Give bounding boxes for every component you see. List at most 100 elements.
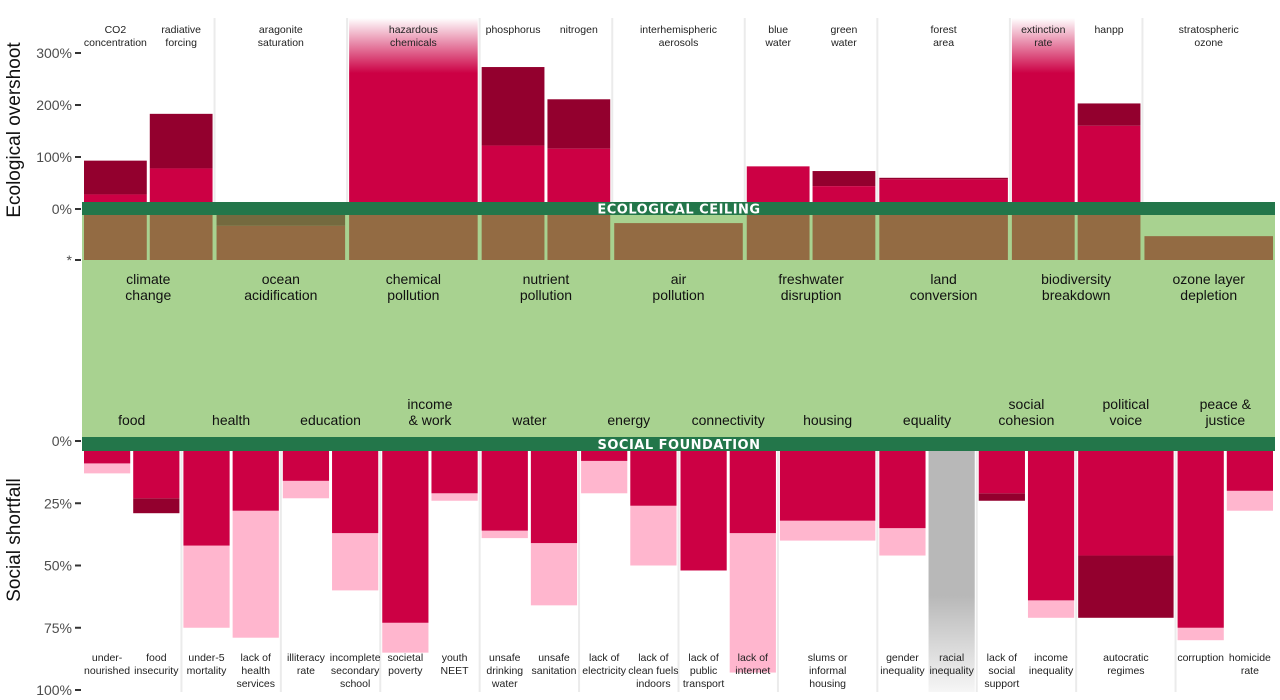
dimension-label: equality	[903, 412, 951, 428]
indicator-label: illiteracy	[287, 652, 326, 664]
overshoot-bar	[746, 166, 810, 202]
indicator-label: corruption	[1177, 652, 1224, 664]
shortfall-bar	[1027, 451, 1075, 601]
indicator-label: incomplete	[330, 652, 381, 664]
shortfall-range-bar	[282, 480, 330, 499]
y-tick-label: 0%	[52, 201, 72, 217]
overshoot-bar-beyond-axis	[349, 18, 478, 202]
shortfall-bar	[133, 451, 180, 499]
overshoot-extra-bar	[84, 160, 147, 195]
shortfall-bar	[729, 451, 776, 534]
indicator-label: concentration	[84, 37, 147, 49]
indicator-label: school	[340, 678, 370, 690]
indicator-label: rate	[1034, 37, 1052, 49]
indicator-label: phosphorus	[486, 24, 541, 36]
dimension-label: pollution	[387, 287, 439, 303]
y-tick-label: 75%	[44, 620, 72, 636]
indicator-label: lack of	[987, 652, 1017, 664]
dimension-label: & work	[409, 412, 453, 428]
shortfall-range-bar	[232, 510, 279, 638]
indicator-label: green	[831, 24, 858, 36]
overshoot-extra-bar	[481, 67, 545, 146]
within-boundary-bar	[746, 215, 810, 260]
y-tick-label: 200%	[36, 97, 72, 113]
shortfall-bar	[431, 451, 478, 494]
indicator-label: aragonite	[259, 24, 303, 36]
indicator-label: transport	[683, 678, 725, 690]
overshoot-bar	[812, 186, 876, 202]
dimension-label: depletion	[1180, 287, 1237, 303]
indicator-label: hanpp	[1094, 24, 1123, 36]
indicator-label: indoors	[636, 678, 670, 690]
shortfall-range-bar	[382, 622, 429, 653]
shortfall-range-bar	[530, 543, 578, 606]
dimension-label: climate	[126, 271, 171, 287]
uncertain-zone-bar	[216, 215, 346, 226]
within-boundary-bar	[216, 225, 346, 260]
y-tick-label: 100%	[36, 682, 72, 698]
within-boundary-bar	[349, 215, 478, 260]
indicator-label: sanitation	[532, 665, 577, 677]
indicator-label: rate	[1241, 665, 1259, 677]
indicator-label: rate	[297, 665, 315, 677]
indicator-label: internet	[735, 665, 770, 677]
indicator-label: chemicals	[390, 37, 437, 49]
dimension-label: justice	[1204, 412, 1245, 428]
y-tick-label: 25%	[44, 495, 72, 511]
shortfall-extra-bar	[133, 498, 180, 514]
shortfall-bar	[84, 451, 131, 464]
shortfall-extra-bar	[978, 493, 1025, 501]
overshoot-bar-beyond-axis	[1011, 18, 1075, 202]
within-boundary-bar	[614, 223, 743, 260]
dimension-label: nutrient	[523, 271, 570, 287]
dimension-label: housing	[803, 412, 852, 428]
shortfall-range-bar	[879, 528, 926, 556]
dimension-label: chemical	[386, 271, 441, 287]
indicator-label: slums or	[808, 652, 848, 664]
overshoot-extra-bar	[879, 177, 1008, 180]
indicator-label: secondary	[331, 665, 380, 677]
dimension-label: social	[1009, 396, 1045, 412]
indicator-label: youth	[442, 652, 468, 664]
shortfall-bar	[332, 451, 379, 534]
indicator-label: nourished	[84, 665, 130, 677]
dimension-label: food	[118, 412, 145, 428]
indicator-label: water	[830, 37, 857, 49]
ecological-ceiling-band	[82, 202, 1275, 215]
indicator-label: lack of	[738, 652, 768, 664]
shortfall-range-bar	[1226, 490, 1273, 511]
within-boundary-bar	[812, 215, 876, 260]
dimension-label: change	[125, 287, 171, 303]
within-boundary-bar	[84, 215, 147, 260]
indicator-label: food	[146, 652, 167, 664]
overshoot-extra-bar	[812, 171, 876, 187]
indicator-label: lack of	[688, 652, 718, 664]
shortfall-range-bar	[1027, 600, 1075, 618]
no-data-bar	[928, 451, 975, 692]
indicator-label: area	[933, 37, 954, 49]
social-foundation-label: SOCIAL FOUNDATION	[597, 438, 760, 453]
shortfall-range-bar	[183, 545, 230, 628]
indicator-label: unsafe	[538, 652, 570, 664]
indicator-label: mortality	[187, 665, 227, 677]
indicator-label: NEET	[441, 665, 470, 677]
shortfall-bar	[879, 451, 926, 529]
indicator-label: support	[984, 678, 1019, 690]
shortfall-bar	[530, 451, 578, 544]
shortfall-range-bar	[332, 533, 379, 591]
indicator-label: clean fuels	[628, 665, 678, 677]
y-tick-label: 300%	[36, 45, 72, 61]
shortfall-bar	[1078, 451, 1174, 556]
indicator-label: lack of	[241, 652, 271, 664]
indicator-label: electricity	[582, 665, 627, 677]
dimension-label: pollution	[652, 287, 704, 303]
indicator-label: inequality	[880, 665, 925, 677]
overshoot-bar	[547, 148, 611, 202]
overshoot-bar	[879, 179, 1008, 202]
indicator-label: inequality	[929, 665, 974, 677]
ecological-ceiling-label: ECOLOGICAL CEILING	[597, 203, 760, 218]
indicator-label: social	[988, 665, 1015, 677]
y-tick-label: 0%	[52, 433, 72, 449]
dimension-label: disruption	[781, 287, 842, 303]
shortfall-range-bar	[1177, 627, 1224, 641]
